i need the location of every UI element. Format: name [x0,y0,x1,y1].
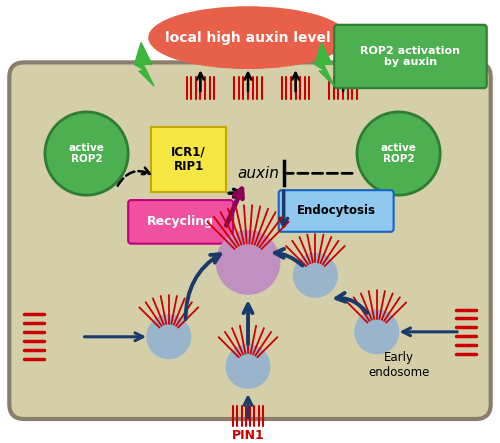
Text: local high auxin level: local high auxin level [165,31,331,45]
Polygon shape [315,43,334,86]
FancyBboxPatch shape [334,25,486,88]
Circle shape [45,112,128,195]
FancyBboxPatch shape [278,190,394,232]
Text: ROP2 activation
by auxin: ROP2 activation by auxin [360,46,460,67]
Text: Early
endosome: Early endosome [368,350,430,378]
Polygon shape [134,43,154,86]
Text: ICR1/
RIP1: ICR1/ RIP1 [172,145,206,174]
Text: auxin: auxin [237,166,279,181]
Circle shape [226,345,270,389]
Text: active
ROP2: active ROP2 [68,143,104,164]
Ellipse shape [149,7,347,68]
FancyBboxPatch shape [151,127,226,192]
Text: Recycling: Recycling [147,215,214,229]
Circle shape [216,231,280,294]
Text: PIN1: PIN1 [232,429,264,443]
FancyBboxPatch shape [10,62,490,419]
Circle shape [355,310,399,354]
Circle shape [357,112,440,195]
Text: active
ROP2: active ROP2 [380,143,416,164]
FancyBboxPatch shape [128,200,233,244]
Text: Endocytosis: Endocytosis [296,205,376,218]
Circle shape [294,253,337,297]
Circle shape [147,315,190,358]
